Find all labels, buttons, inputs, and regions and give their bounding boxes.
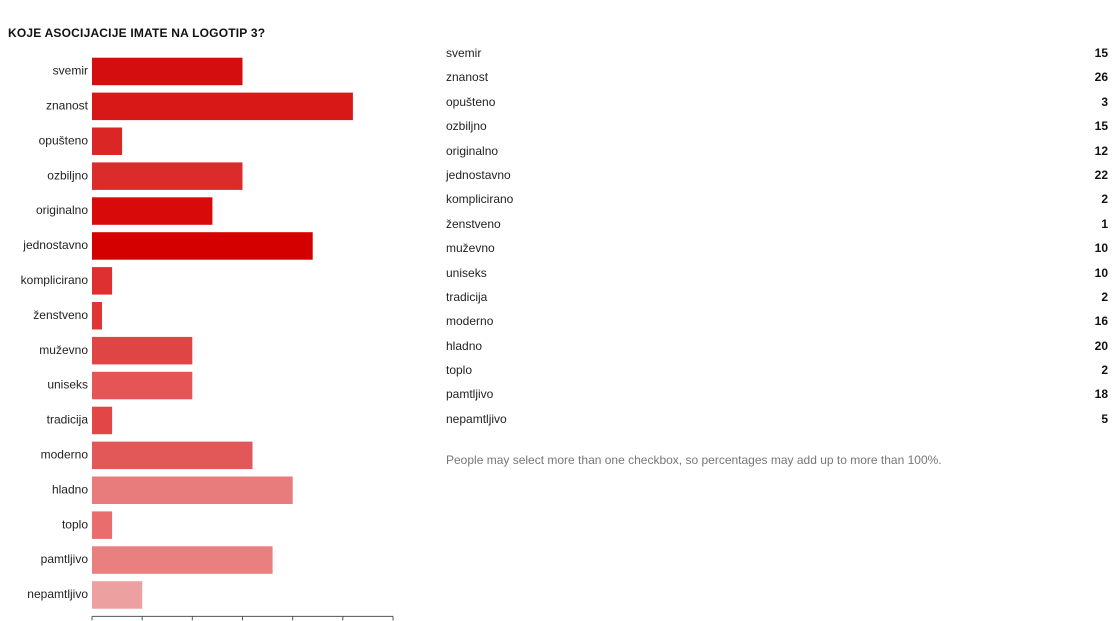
summary-label: ozbiljno <box>446 119 487 134</box>
category-label: ženstveno <box>33 308 88 322</box>
summary-row: komplicirano 2 <box>446 187 1110 211</box>
summary-count: 20 <box>1094 338 1108 353</box>
summary-count: 2 <box>1101 363 1108 378</box>
category-label: pamtljivo <box>41 552 89 566</box>
category-label: ozbiljno <box>47 168 88 182</box>
category-label: hladno <box>52 482 88 496</box>
category-label: znanost <box>46 99 89 113</box>
summary-count: 3 <box>1101 94 1108 109</box>
summary-row: pamtljivo 18 <box>446 382 1110 406</box>
bar-tradicija <box>92 406 113 435</box>
summary-row: nepamtljivo 5 <box>446 407 1110 431</box>
summary-count: 18 <box>1094 387 1108 402</box>
summary-row: toplo 2 <box>446 358 1110 382</box>
summary-label: muževno <box>446 241 495 256</box>
summary-label: nepamtljivo <box>446 411 507 426</box>
summary-count: 5 <box>1101 411 1108 426</box>
summary-row: opušteno 3 <box>446 90 1110 114</box>
summary-row: jednostavno 22 <box>446 163 1110 187</box>
category-label: jednostavno <box>22 238 88 252</box>
summary-count: 16 <box>1094 314 1108 329</box>
category-label: originalno <box>36 203 88 217</box>
summary-row: uniseks 10 <box>446 261 1110 285</box>
bar-ozbiljno <box>92 162 243 190</box>
bar-znanost <box>92 92 353 121</box>
summary-count: 10 <box>1094 265 1108 280</box>
summary-count: 2 <box>1101 192 1108 207</box>
summary-label: komplicirano <box>446 192 514 207</box>
summary-row: originalno 12 <box>446 139 1110 163</box>
category-label: svemir <box>53 64 88 78</box>
summary-row: znanost 26 <box>446 65 1110 89</box>
summary-label: ženstveno <box>446 216 501 231</box>
summary-count: 22 <box>1094 167 1108 182</box>
bar-originalno <box>92 197 213 225</box>
category-label: tradicija <box>47 413 89 427</box>
summary-count: 10 <box>1094 241 1108 256</box>
bar-jednostavno <box>92 232 313 260</box>
category-label: komplicirano <box>21 273 89 287</box>
summary-row: hladno 20 <box>446 334 1110 358</box>
summary-label: hladno <box>446 338 483 353</box>
category-label: uniseks <box>47 378 88 392</box>
summary-label: originalno <box>446 143 499 158</box>
summary-row: muževno 10 <box>446 236 1110 260</box>
summary-label: tradicija <box>446 289 488 304</box>
bar-pamtljivo <box>92 546 273 574</box>
question-title: KOJE ASOCIJACIJE IMATE NA LOGOTIP 3? <box>8 26 266 40</box>
bar-svemir <box>92 57 243 86</box>
summary-label: toplo <box>446 363 473 378</box>
category-label: moderno <box>41 448 89 462</box>
summary-count: 15 <box>1094 119 1108 134</box>
summary-label: opušteno <box>446 94 496 109</box>
summary-count: 26 <box>1094 70 1108 85</box>
summary-row: moderno 16 <box>446 309 1110 333</box>
summary-row: tradicija 2 <box>446 285 1110 309</box>
bar-toplo <box>92 511 113 539</box>
bar-ženstveno <box>92 302 102 330</box>
bar-moderno <box>92 441 253 470</box>
bar-muževno <box>92 336 193 365</box>
category-label: muževno <box>39 343 88 357</box>
summary-label: svemir <box>446 46 482 60</box>
bar-nepamtljivo <box>92 581 143 609</box>
summary-label: pamtljivo <box>446 387 494 402</box>
summary-row: ženstveno 1 <box>446 212 1110 236</box>
bar-chart-svg: svemir znanost opušteno ozbiljno originalno j… <box>21 57 394 621</box>
summary-label: moderno <box>446 314 494 329</box>
summary-row: ozbiljno 15 <box>446 114 1110 138</box>
bar-chart: svemir znanost opušteno ozbiljno originalno j… <box>0 44 420 621</box>
summary-row: svemir 15 <box>446 41 1110 65</box>
summary-label: jednostavno <box>446 167 511 182</box>
bar-opušteno <box>92 127 123 155</box>
bar-uniseks <box>92 371 193 400</box>
footnote: People may select more than one checkbox… <box>446 453 942 467</box>
summary-count: 12 <box>1094 143 1108 158</box>
category-label: nepamtljivo <box>27 587 88 601</box>
summary-label: uniseks <box>446 265 487 280</box>
summary-count: 15 <box>1094 46 1108 60</box>
bar-komplicirano <box>92 267 113 295</box>
summary-table: svemir 15 znanost 26 opušteno 3 ozbiljno 15 orig… <box>446 41 1110 431</box>
category-label: toplo <box>62 517 88 531</box>
bar-hladno <box>92 476 293 504</box>
summary-label: znanost <box>446 70 489 85</box>
summary-count: 1 <box>1101 216 1108 231</box>
category-label: opušteno <box>39 133 89 147</box>
summary-count: 2 <box>1101 289 1108 304</box>
